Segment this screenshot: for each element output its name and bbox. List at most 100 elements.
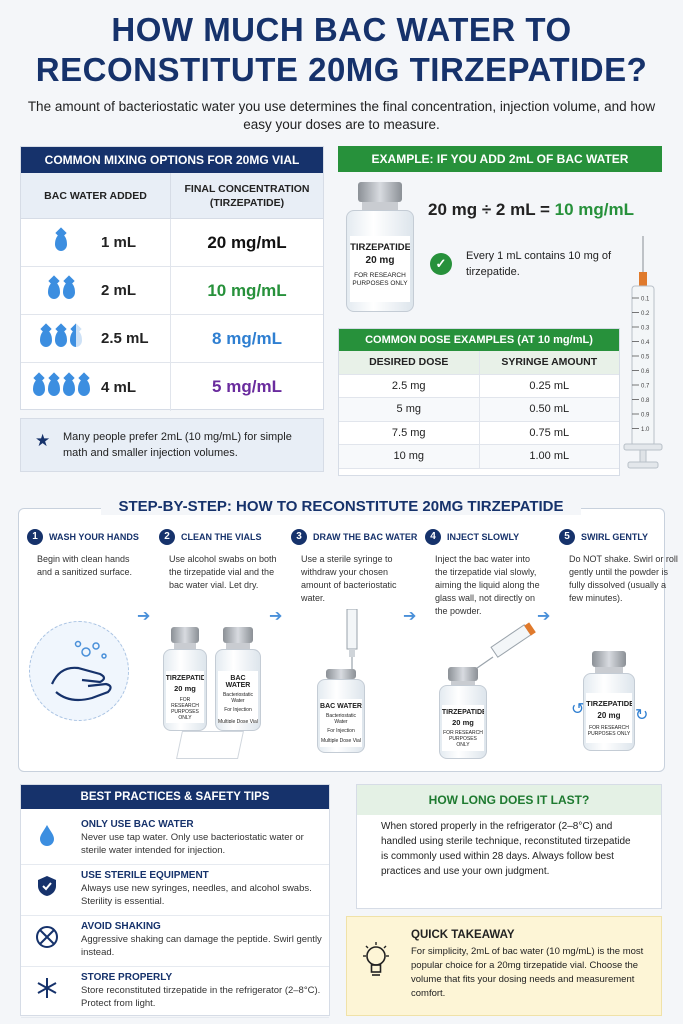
example-heading: EXAMPLE: IF YOU ADD 2mL OF BAC WATER bbox=[338, 146, 662, 172]
swirl-left-arrow-icon: ↺ bbox=[571, 701, 585, 718]
step-number: 5 bbox=[559, 529, 575, 545]
water-drops-icon bbox=[21, 234, 101, 251]
best-practice-text: Always use new syringes, needles, and al… bbox=[81, 883, 312, 907]
check-icon: ✓ bbox=[430, 253, 452, 275]
final-concentration: 5 mg/mL bbox=[212, 377, 282, 396]
how-long-text: When stored properly in the refrigerator… bbox=[381, 821, 631, 877]
mixing-row: 4 mL 5 mg/mL bbox=[21, 363, 323, 411]
syringe-tick-label: 0.2 bbox=[641, 311, 650, 317]
step-title: DRAW THE BAC WATER bbox=[313, 532, 418, 542]
water-drop-icon bbox=[32, 378, 45, 396]
dose-row: 5 mg 0.50 mL bbox=[339, 398, 619, 422]
step-number: 4 bbox=[425, 529, 441, 545]
water-drop-icon bbox=[55, 330, 67, 347]
best-practice-text: Never use tap water. Only use bacteriost… bbox=[81, 832, 304, 856]
water-drops-icon bbox=[21, 330, 101, 347]
vial-note: FOR RESEARCH PURPOSES ONLY bbox=[352, 272, 408, 287]
water-drop-icon bbox=[55, 234, 67, 251]
best-practice-title: STORE PROPERLY bbox=[81, 972, 173, 983]
star-icon: ★ bbox=[35, 431, 51, 450]
how-long-panel: HOW LONG DOES IT LAST? When stored prope… bbox=[356, 784, 662, 909]
dose-row: 2.5 mg 0.25 mL bbox=[339, 374, 619, 398]
vial-name: TIRZEPATIDE bbox=[586, 699, 632, 708]
final-concentration: 20 mg/mL bbox=[207, 232, 287, 252]
desired-dose: 10 mg bbox=[339, 445, 480, 468]
arrow-right-icon: ➔ bbox=[537, 608, 551, 625]
best-practice-item: USE STERILE EQUIPMENT Always use new syri… bbox=[21, 864, 329, 916]
bac-water-vial-step3: BAC WATER Bacteriostatic Water For Injec… bbox=[317, 669, 365, 753]
col-desired-dose: DESIRED DOSE bbox=[339, 351, 480, 374]
vial-name: TIRZEPATIDE bbox=[350, 242, 410, 253]
arrow-right-icon: ➔ bbox=[403, 608, 417, 625]
best-practice-title: USE STERILE EQUIPMENT bbox=[81, 870, 209, 881]
vial-dose: 20 mg bbox=[452, 718, 474, 727]
title-line-2: RECONSTITUTE 20MG TIRZEPATIDE? bbox=[35, 51, 648, 88]
col-syringe-amount: SYRINGE AMOUNT bbox=[501, 356, 598, 369]
arrow-right-icon: ➔ bbox=[137, 608, 151, 625]
tirzepatide-vial: TIRZEPATIDE 20 mg FOR RESEARCH PURPOSES … bbox=[346, 182, 414, 312]
syringe-tick-label: 0.5 bbox=[641, 355, 650, 361]
step-number: 2 bbox=[159, 529, 175, 545]
no-shake-icon bbox=[35, 925, 59, 949]
syringe-illustration: 0.1 0.2 0.3 0.4 0.5 0.6 0.7 0.8 0.9 1.0 bbox=[623, 236, 663, 469]
vial-note: FOR RESEARCH PURPOSES ONLY bbox=[171, 697, 199, 721]
vial-dose: 20 mg bbox=[365, 255, 395, 266]
mixing-table-header: BAC WATER ADDED FINAL CONCENTRATION (TIR… bbox=[21, 173, 323, 219]
step-number: 3 bbox=[291, 529, 307, 545]
syringe-tick-label: 0.7 bbox=[641, 384, 650, 390]
water-drop-icon bbox=[47, 378, 60, 396]
step-title: INJECT SLOWLY bbox=[447, 532, 520, 542]
bac-water-amount: 4 mL bbox=[101, 378, 137, 396]
equation-lhs: 20 mg ÷ 2 mL = bbox=[428, 200, 550, 219]
syringe-tick-label: 0.6 bbox=[641, 369, 650, 375]
syringe-amount: 0.75 mL bbox=[529, 426, 570, 439]
how-long-heading: HOW LONG DOES IT LAST? bbox=[357, 785, 661, 815]
tirzepatide-vial-step2: TIRZEPATIDE 20 mg FOR RESEARCH PURPOSES … bbox=[163, 627, 207, 731]
step-number: 1 bbox=[27, 529, 43, 545]
best-practice-title: ONLY USE BAC WATER bbox=[81, 819, 194, 830]
step-text: Use a sterile syringe to withdraw your c… bbox=[301, 554, 397, 603]
desired-dose: 7.5 mg bbox=[339, 421, 480, 444]
bac-vial-line3: Multiple Dose Vial bbox=[218, 719, 258, 723]
syringe-tick-label: 0.9 bbox=[641, 413, 650, 419]
final-concentration: 8 mg/mL bbox=[212, 328, 282, 348]
syringe-tick-label: 0.8 bbox=[641, 398, 650, 404]
mixing-note: ★ Many people prefer 2mL (10 mg/mL) for … bbox=[20, 418, 324, 472]
syringe-tick-label: 0.3 bbox=[641, 326, 650, 332]
best-practice-title: AVOID SHAKING bbox=[81, 921, 161, 932]
bac-vial-line1: Bacteriostatic Water bbox=[325, 713, 356, 725]
dose-row: 7.5 mg 0.75 mL bbox=[339, 421, 619, 445]
check-text: Every 1 mL contains 10 mg of tirzepatide… bbox=[466, 250, 612, 278]
dose-examples-heading: COMMON DOSE EXAMPLES (AT 10 mg/mL) bbox=[339, 329, 619, 351]
best-practice-item: STORE PROPERLY Store reconstituted tirzep… bbox=[21, 966, 329, 1018]
mixing-options-heading: COMMON MIXING OPTIONS FOR 20MG VIAL bbox=[21, 147, 323, 173]
col-bac-water-added: BAC WATER ADDED bbox=[21, 173, 171, 218]
page-subtitle: The amount of bacteriostatic water you u… bbox=[27, 99, 656, 132]
water-drop-icon bbox=[77, 378, 90, 396]
water-drop-icon bbox=[62, 378, 75, 396]
vial-dose: 20 mg bbox=[174, 684, 196, 693]
syringe-amount: 0.25 mL bbox=[529, 379, 570, 392]
bac-water-amount: 2 mL bbox=[101, 282, 137, 299]
best-practice-text: Aggressive shaking can damage the peptid… bbox=[81, 934, 322, 958]
mixing-options-panel: COMMON MIXING OPTIONS FOR 20MG VIAL BAC … bbox=[20, 146, 324, 411]
tirzepatide-vial-step5: TIRZEPATIDE 20 mg FOR RESEARCH PURPOSES … bbox=[583, 651, 635, 751]
mixing-table-body: 1 mL 20 mg/mL 2 mL 10 mg/mL 2.5 mL 8 mg/mL 4 m… bbox=[21, 219, 323, 411]
dose-table-body: 2.5 mg 0.25 mL 5 mg 0.50 mL 7.5 mg 0.75 mL 10 … bbox=[339, 374, 619, 469]
concentration-equation: 20 mg ÷ 2 mL = 10 mg/mL bbox=[428, 200, 634, 220]
step-text: Use alcohol swabs on both the tirzepatid… bbox=[169, 554, 277, 590]
quick-takeaway-heading: QUICK TAKEAWAY bbox=[411, 929, 515, 941]
syringe-tick-label: 0.1 bbox=[641, 297, 650, 303]
half-water-drop-icon bbox=[70, 330, 82, 347]
water-drops-icon bbox=[21, 378, 101, 396]
vial-note: FOR RESEARCH PURPOSES ONLY bbox=[443, 730, 483, 748]
bac-vial-line1: Bacteriostatic Water bbox=[222, 692, 253, 704]
col-final-concentration: FINAL CONCENTRATION (TIRZEPATIDE) bbox=[184, 182, 310, 209]
dose-table-header: DESIRED DOSE SYRINGE AMOUNT bbox=[339, 351, 619, 375]
shield-icon bbox=[35, 874, 59, 898]
best-practice-item: ONLY USE BAC WATER Never use tap water. O… bbox=[21, 813, 329, 865]
water-drops-icon bbox=[21, 282, 101, 299]
step-text: Do NOT shake. Swirl or roll gently until… bbox=[569, 554, 678, 603]
steps-heading: STEP-BY-STEP: HOW TO RECONSTITUTE 20MG T… bbox=[101, 498, 581, 515]
washing-hands-icon bbox=[29, 621, 129, 721]
